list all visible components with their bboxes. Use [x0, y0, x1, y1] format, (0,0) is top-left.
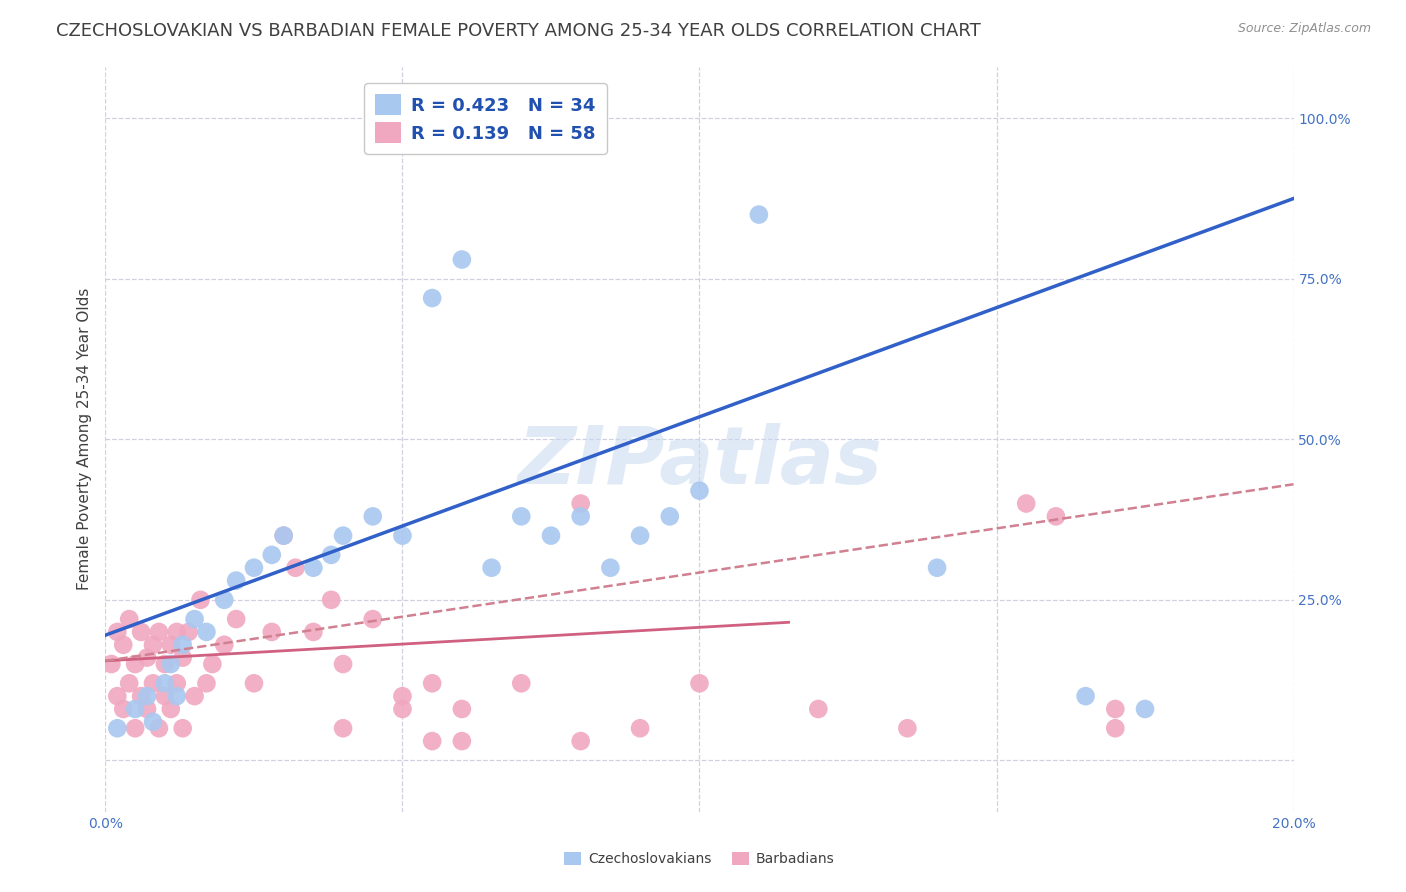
- Point: [361, 509, 384, 524]
- Point: [159, 638, 181, 652]
- Point: [748, 208, 770, 222]
- Point: [142, 638, 165, 652]
- Point: [124, 657, 146, 671]
- Point: [481, 560, 503, 574]
- Point: [689, 483, 711, 498]
- Point: [332, 657, 354, 671]
- Point: [689, 676, 711, 690]
- Point: [148, 624, 170, 639]
- Text: Source: ZipAtlas.com: Source: ZipAtlas.com: [1237, 22, 1371, 36]
- Point: [1104, 702, 1126, 716]
- Point: [105, 689, 128, 703]
- Point: [628, 528, 651, 542]
- Point: [569, 496, 592, 510]
- Point: [177, 624, 200, 639]
- Point: [214, 592, 236, 607]
- Point: [225, 612, 247, 626]
- Point: [124, 702, 146, 716]
- Point: [273, 528, 295, 542]
- Point: [1133, 702, 1156, 716]
- Point: [391, 689, 413, 703]
- Point: [420, 734, 443, 748]
- Point: [243, 560, 266, 574]
- Point: [450, 734, 472, 748]
- Point: [190, 592, 212, 607]
- Point: [124, 721, 146, 735]
- Point: [159, 657, 181, 671]
- Point: [321, 592, 343, 607]
- Point: [332, 721, 354, 735]
- Point: [214, 638, 236, 652]
- Point: [183, 612, 205, 626]
- Point: [807, 702, 830, 716]
- Point: [118, 676, 141, 690]
- Point: [260, 548, 283, 562]
- Point: [118, 612, 141, 626]
- Point: [153, 657, 176, 671]
- Point: [450, 252, 472, 267]
- Point: [658, 509, 681, 524]
- Point: [332, 528, 354, 542]
- Y-axis label: Female Poverty Among 25-34 Year Olds: Female Poverty Among 25-34 Year Olds: [77, 288, 93, 591]
- Point: [166, 689, 188, 703]
- Point: [420, 676, 443, 690]
- Point: [183, 689, 205, 703]
- Point: [136, 650, 159, 665]
- Point: [153, 689, 176, 703]
- Point: [172, 650, 194, 665]
- Point: [153, 676, 176, 690]
- Point: [129, 689, 152, 703]
- Point: [136, 689, 159, 703]
- Point: [569, 509, 592, 524]
- Point: [510, 676, 533, 690]
- Point: [1104, 721, 1126, 735]
- Point: [273, 528, 295, 542]
- Point: [112, 702, 135, 716]
- Point: [927, 560, 949, 574]
- Point: [896, 721, 918, 735]
- Point: [201, 657, 224, 671]
- Point: [166, 624, 188, 639]
- Point: [1045, 509, 1067, 524]
- Point: [159, 702, 181, 716]
- Point: [260, 624, 283, 639]
- Point: [628, 721, 651, 735]
- Point: [105, 721, 128, 735]
- Point: [225, 574, 247, 588]
- Legend: Czechoslovakians, Barbadians: Czechoslovakians, Barbadians: [558, 847, 841, 871]
- Point: [540, 528, 562, 542]
- Point: [510, 509, 533, 524]
- Point: [129, 624, 152, 639]
- Point: [195, 624, 218, 639]
- Point: [172, 721, 194, 735]
- Text: ZIPatlas: ZIPatlas: [517, 423, 882, 500]
- Point: [112, 638, 135, 652]
- Point: [569, 734, 592, 748]
- Point: [1015, 496, 1038, 510]
- Point: [391, 528, 413, 542]
- Point: [148, 721, 170, 735]
- Point: [142, 676, 165, 690]
- Point: [302, 624, 325, 639]
- Point: [420, 291, 443, 305]
- Point: [599, 560, 621, 574]
- Point: [172, 638, 194, 652]
- Point: [136, 702, 159, 716]
- Point: [284, 560, 307, 574]
- Point: [391, 702, 413, 716]
- Point: [361, 612, 384, 626]
- Point: [195, 676, 218, 690]
- Text: CZECHOSLOVAKIAN VS BARBADIAN FEMALE POVERTY AMONG 25-34 YEAR OLDS CORRELATION CH: CZECHOSLOVAKIAN VS BARBADIAN FEMALE POVE…: [56, 22, 981, 40]
- Point: [321, 548, 343, 562]
- Point: [243, 676, 266, 690]
- Point: [302, 560, 325, 574]
- Point: [166, 676, 188, 690]
- Point: [1074, 689, 1097, 703]
- Point: [100, 657, 122, 671]
- Point: [142, 714, 165, 729]
- Point: [450, 702, 472, 716]
- Point: [105, 624, 128, 639]
